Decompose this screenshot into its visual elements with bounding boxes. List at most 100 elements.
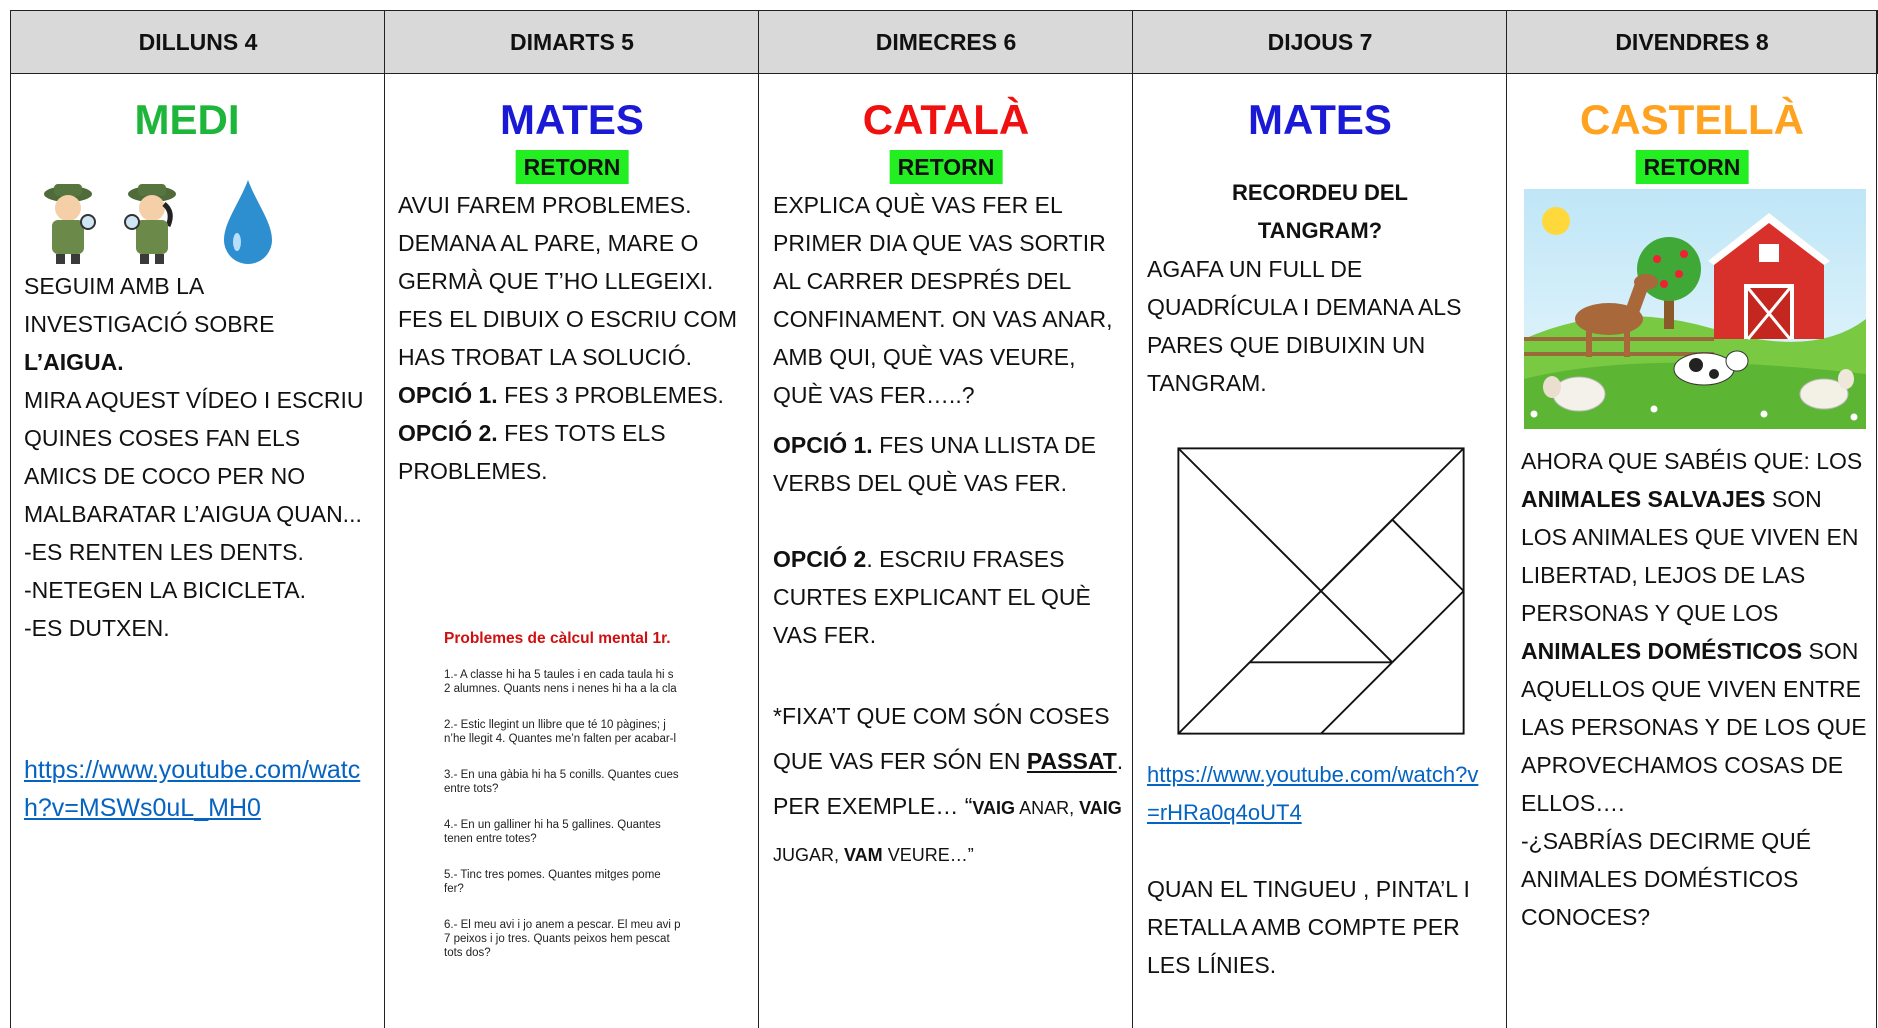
paragraph: OPCIÓ 1. FES UNA LLISTA DE VERBS DEL QUÈ… (773, 426, 1125, 502)
text: . PER EXEMPLE… “ (773, 748, 1124, 819)
column-border (384, 10, 385, 1028)
retorn-tag: RETORN (515, 150, 629, 184)
instructions: AGAFA UN FULL DE QUADRÍCULA I DEMANA ALS… (1147, 256, 1462, 396)
worksheet-image: Problemes de càlcul mental 1r. 1.- A cla… (410, 618, 716, 988)
day-header: DIMARTS 5 (384, 10, 760, 74)
line: n’he llegit 4. Quantes me’n falten per a… (444, 733, 677, 745)
detective (124, 184, 176, 264)
paragraph: -ES RENTEN LES DENTS. (24, 539, 304, 565)
worksheet-item: 5.- Tinc tres pomes. Quantes mitges pome… (444, 868, 716, 896)
bold-text: ANIMALES SALVAJES (1521, 486, 1766, 512)
line: tots dos? (444, 947, 491, 959)
worksheet-item: 2.- Estic llegint un llibre que té 10 pà… (444, 718, 716, 746)
bold-text: VAIG (1079, 798, 1122, 818)
worksheet-title: Problemes de càlcul mental 1r. (444, 630, 671, 647)
bold-text: L’AIGUA. (24, 349, 124, 375)
day-header: DIMECRES 6 (758, 10, 1134, 74)
line: tenen entre totes? (444, 833, 537, 845)
paragraph: OPCIÓ 2. FES TOTS ELS PROBLEMES. (398, 414, 750, 490)
day-header: DILLUNS 4 (10, 10, 386, 74)
sheep (1543, 376, 1606, 412)
question: RECORDEU DEL TANGRAM? (1231, 180, 1408, 243)
cow (1673, 350, 1749, 386)
text: FES UNA LLISTA DE VERBS DEL QUÈ VAS FER. (773, 432, 1096, 496)
underlined-text: PASSAT (1026, 748, 1117, 774)
paragraph: -ES DUTXEN. (24, 615, 170, 641)
subject: CATALÀ (862, 96, 1030, 143)
instructions: SEGUIM AMB LA INVESTIGACIÓ SOBRE L’AIGUA… (24, 267, 372, 647)
column-border (1876, 10, 1877, 1028)
instructions: QUAN EL TINGUEU , PINTA’L I RETALLA AMB … (1147, 876, 1470, 978)
worksheet-item: 4.- En un galliner hi ha 5 gallines. Qua… (444, 818, 716, 846)
text: AHORA QUE SABÉIS QUE: LOS (1521, 448, 1863, 474)
text: . ESCRIU FRASES CURTES EXPLICANT EL QUÈ … (773, 546, 1091, 648)
bold-text: OPCIÓ 2. (398, 420, 498, 446)
paragraph: -¿SABRÍAS DECIRME QUÉ ANIMALES DOMÉSTICO… (1521, 828, 1812, 930)
line: fer? (444, 883, 464, 895)
subject: MEDI (134, 96, 240, 143)
retorn-tag: RETORN (889, 150, 1003, 184)
paragraph: MIRA AQUEST VÍDEO I ESCRIU QUINES COSES … (24, 387, 364, 527)
worksheet-item: 3.- En una gàbia hi ha 5 conills. Quante… (444, 768, 716, 796)
column-border (1506, 10, 1507, 1028)
line: 4.- En un galliner hi ha 5 gallines. Qua… (444, 819, 661, 831)
instructions: AHORA QUE SABÉIS QUE: LOS ANIMALES SALVA… (1521, 442, 1871, 936)
paragraph: OPCIÓ 1. FES 3 PROBLEMES. (398, 376, 750, 414)
worksheet-item: 6.- El meu avi i jo anem a pescar. El me… (444, 918, 716, 960)
line: 7 peixos i jo tres. Quants peixos hem pe… (444, 933, 670, 945)
horse (1575, 274, 1658, 357)
subject: MATES (500, 96, 644, 143)
water-drop (224, 180, 272, 264)
line: 2 alumnes. Quants nens i nenes hi ha a l… (444, 683, 677, 695)
line: entre tots? (444, 783, 499, 795)
detective (44, 184, 96, 264)
bold-text: ANIMALES DOMÉSTICOS (1521, 638, 1803, 664)
day-header: DIJOUS 7 (1132, 10, 1508, 74)
line: 2.- Estic llegint un llibre que té 10 pà… (444, 719, 666, 731)
tangram-line (1391, 519, 1465, 592)
text: FES 3 PROBLEMES. (497, 382, 724, 408)
subject: CASTELLÀ (1580, 96, 1804, 143)
instructions: EXPLICA QUÈ VAS FER EL PRIMER DIA QUE VA… (773, 186, 1125, 878)
line: 1.- A classe hi ha 5 taules i en cada ta… (444, 669, 674, 681)
bold-text: OPCIÓ 2 (773, 546, 867, 572)
tangram-line (1177, 447, 1393, 663)
day-header: DIVENDRES 8 (1506, 10, 1878, 74)
link-box: https://www.youtube.com/watch?v=MSWs0uL_… (24, 751, 364, 827)
farm-illustration (1524, 189, 1866, 429)
text: JUGAR, (773, 845, 845, 865)
text: SON LOS ANIMALES QUE VIVEN EN LIBERTAD, … (1521, 486, 1859, 626)
retorn-tag: RETORN (1635, 150, 1749, 184)
text: FES TOTS ELS PROBLEMES. (398, 420, 666, 484)
worksheet-item: 1.- A classe hi ha 5 taules i en cada ta… (444, 668, 716, 696)
tangram-line (1320, 661, 1393, 735)
text: VEURE…” (882, 845, 974, 865)
column-border (1132, 10, 1133, 1028)
video-link[interactable]: https://www.youtube.com/watch?v=MSWs0uL_… (24, 756, 361, 822)
paragraph: OPCIÓ 2. ESCRIU FRASES CURTES EXPLICANT … (773, 540, 1125, 654)
paragraph: SEGUIM AMB LA INVESTIGACIÓ SOBRE (24, 273, 275, 337)
tangram-line (1320, 519, 1393, 592)
video-link[interactable]: https://www.youtube.com/watch?v=rHRa0q4o… (1147, 762, 1479, 825)
bold-text: OPCIÓ 1. (773, 432, 873, 458)
barn (1708, 213, 1830, 340)
bold-text: VAIG (972, 798, 1016, 818)
bold-text: OPCIÓ 1. (398, 382, 498, 408)
link-box: https://www.youtube.com/watch?v=rHRa0q4o… (1147, 756, 1487, 832)
tangram (1177, 447, 1465, 735)
subject: MATES (1248, 96, 1392, 143)
text: ANAR, (1015, 798, 1080, 818)
line: 6.- El meu avi i jo anem a pescar. El me… (444, 919, 681, 931)
column-border (10, 10, 11, 1028)
sun (1542, 207, 1570, 235)
paragraph: AHORA QUE SABÉIS QUE: LOS ANIMALES SALVA… (1521, 442, 1871, 822)
paragraph: -NETEGEN LA BICICLETA. (24, 577, 307, 603)
paragraph: EXPLICA QUÈ VAS FER EL PRIMER DIA QUE VA… (773, 192, 1113, 408)
paragraph: *FIXA’T QUE COM SÓN COSES QUE VAS FER SÓ… (773, 694, 1125, 878)
paragraph: FES EL DIBUIX O ESCRIU COM HAS TROBAT LA… (398, 306, 738, 370)
paragraph: L’AIGUA. (24, 343, 372, 381)
text: SON AQUELLOS QUE VIVEN ENTRE LAS PERSONA… (1521, 638, 1867, 816)
tangram-line (1391, 590, 1465, 663)
